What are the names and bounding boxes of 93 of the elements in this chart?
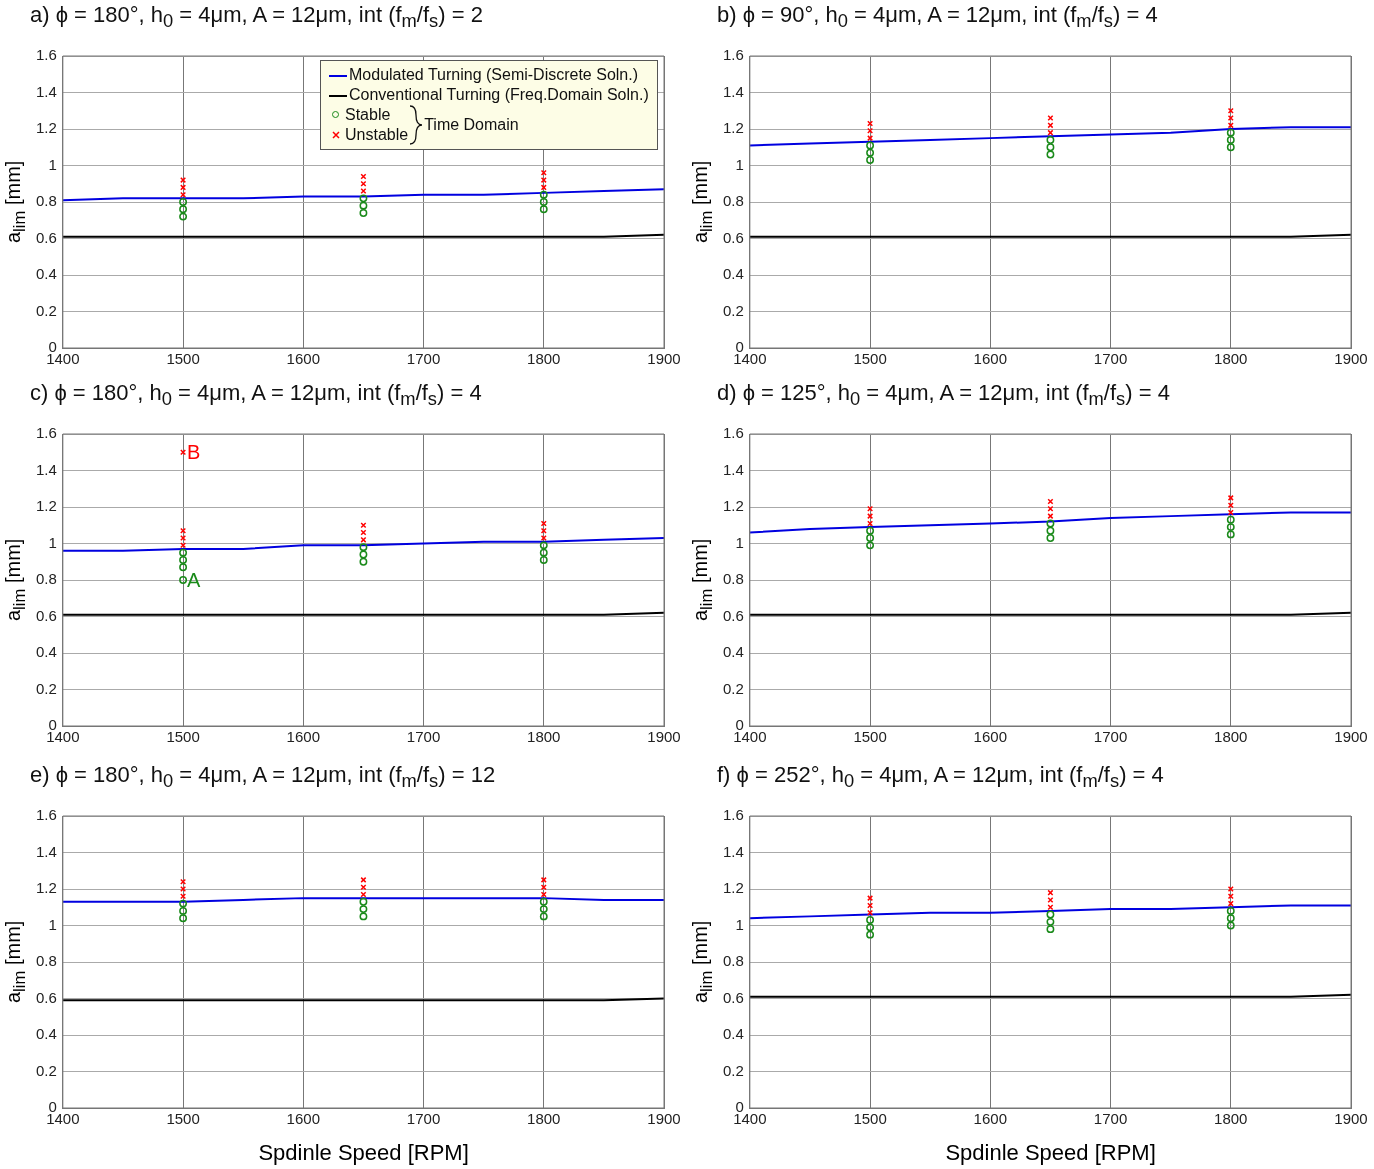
legend-label: Unstable xyxy=(345,126,409,144)
y-tick-label: 0.8 xyxy=(35,570,57,588)
x-tick-label: 1800 xyxy=(1214,1110,1248,1128)
y-tick-label: 1.6 xyxy=(35,46,57,64)
y-tick-label: 1.4 xyxy=(35,842,57,860)
y-tick-label: 1 xyxy=(735,155,744,173)
x-tick-label: 1900 xyxy=(1334,728,1368,746)
x-tick-label: 1600 xyxy=(973,350,1007,368)
annotation: B xyxy=(187,440,201,463)
y-tick-label: 0.6 xyxy=(35,988,57,1006)
y-tick-label: 1.4 xyxy=(35,460,57,478)
y-tick-label: 0.2 xyxy=(35,301,57,319)
annotation: A xyxy=(187,568,202,591)
y-tick-label: 1 xyxy=(48,915,57,933)
chart-title: d) ϕ = 125°, h$_{0}$ = 4μm, A = 12μm, int (f$_{m}$/f$_{s}$) = 4 xyxy=(717,380,1170,411)
y-tick-label: 0.4 xyxy=(35,265,57,283)
y-tick-label: 1.6 xyxy=(35,806,57,824)
y-tick-label: 0.8 xyxy=(722,952,744,970)
x-axis-title: Spdinle Speed [RPM] xyxy=(258,1140,469,1166)
x-tick-label: 1500 xyxy=(166,728,200,746)
y-tick-label: 0.6 xyxy=(722,988,744,1006)
y-tick-label: 0.8 xyxy=(35,952,57,970)
x-tick-label: 1700 xyxy=(1093,1110,1128,1128)
y-tick-label: 0.2 xyxy=(35,679,57,697)
x-axis-title: Spdinle Speed [RPM] xyxy=(945,1140,1156,1166)
x-tick-label: 1800 xyxy=(527,1110,561,1128)
x-tick-label: 1900 xyxy=(647,1110,681,1128)
y-tick-label: 0.2 xyxy=(722,301,744,319)
y-tick-label: 0.2 xyxy=(722,679,744,697)
y-tick-label: 0.4 xyxy=(722,643,744,661)
y-tick-label: 0.8 xyxy=(35,192,57,210)
y-tick-label: 1.4 xyxy=(722,460,744,478)
chart-title: c) ϕ = 180°, h$_{0}$ = 4μm, A = 12μm, int (f$_{m}$/f$_{s}$) = 4 xyxy=(30,380,482,411)
y-tick-label: 1.2 xyxy=(722,119,744,137)
x-tick-label: 1900 xyxy=(647,728,681,746)
y-tick-label: 1.6 xyxy=(35,424,57,442)
x-tick-label: 1900 xyxy=(647,350,681,368)
chart-title: e) ϕ = 180°, h$_{0}$ = 4μm, A = 12μm, int (f$_{m}$/f$_{s}$) = 12 xyxy=(30,762,496,793)
x-tick-label: 1500 xyxy=(166,350,200,368)
x-tick-label: 1600 xyxy=(286,728,320,746)
x-tick-label: 1700 xyxy=(1093,350,1128,368)
y-tick-label: 0.2 xyxy=(35,1061,57,1079)
x-tick-label: 1900 xyxy=(1334,1110,1368,1128)
y-tick-label: 1 xyxy=(48,533,57,551)
y-tick-label: 1 xyxy=(735,915,744,933)
x-tick-label: 1600 xyxy=(286,1110,320,1128)
y-tick-label: 0.2 xyxy=(722,1061,744,1079)
x-tick-label: 1800 xyxy=(527,728,561,746)
y-tick-label: 0.6 xyxy=(722,228,744,246)
legend-label: Conventional Turning (Freq.Domain Soln.) xyxy=(349,86,649,104)
x-tick-label: 1700 xyxy=(406,350,441,368)
y-tick-label: 0.6 xyxy=(35,228,57,246)
x-tick-label: 1500 xyxy=(166,1110,200,1128)
x-tick-label: 1700 xyxy=(406,1110,441,1128)
x-tick-label: 1700 xyxy=(1093,728,1128,746)
x-tick-label: 1500 xyxy=(853,728,887,746)
y-tick-label: 1.2 xyxy=(722,497,744,515)
x-tick-label: 1800 xyxy=(1214,350,1248,368)
y-tick-label: 1.2 xyxy=(35,497,57,515)
y-tick-label: 0.6 xyxy=(35,606,57,624)
chart-title: a) ϕ = 180°, h$_{0}$ = 4μm, A = 12μm, int (f$_{m}$/f$_{s}$) = 2 xyxy=(30,2,483,33)
y-tick-label: 1.2 xyxy=(35,119,57,137)
x-tick-label: 1600 xyxy=(973,728,1007,746)
x-tick-label: 1500 xyxy=(853,1110,887,1128)
x-tick-label: 1800 xyxy=(1214,728,1248,746)
y-tick-label: 1.4 xyxy=(722,842,744,860)
legend-label: Stable xyxy=(345,106,391,124)
y-tick-label: 1.2 xyxy=(722,879,744,897)
chart-title: f) ϕ = 252°, h$_{0}$ = 4μm, A = 12μm, int (f$_{m}$/f$_{s}$) = 4 xyxy=(717,762,1164,793)
y-tick-label: 0.4 xyxy=(722,265,744,283)
x-tick-label: 1900 xyxy=(1334,350,1368,368)
y-tick-label: 0.4 xyxy=(35,643,57,661)
y-tick-label: 0.4 xyxy=(35,1025,57,1043)
y-tick-label: 1 xyxy=(735,533,744,551)
y-tick-label: 0.6 xyxy=(722,606,744,624)
y-tick-label: 1.4 xyxy=(722,82,744,100)
x-tick-label: 1800 xyxy=(527,350,561,368)
y-tick-label: 1 xyxy=(48,155,57,173)
x-tick-label: 1600 xyxy=(286,350,320,368)
legend-label: Modulated Turning (Semi-Discrete Soln.) xyxy=(349,66,639,84)
x-tick-label: 1700 xyxy=(406,728,441,746)
y-tick-label: 1.2 xyxy=(35,879,57,897)
y-tick-label: 0.8 xyxy=(722,570,744,588)
y-tick-label: 1.6 xyxy=(722,806,744,824)
y-tick-label: 1.6 xyxy=(722,424,744,442)
y-tick-label: 0.4 xyxy=(722,1025,744,1043)
x-tick-label: 1500 xyxy=(853,350,887,368)
y-tick-label: 1.4 xyxy=(35,82,57,100)
legend-title: Time Domain xyxy=(424,116,519,134)
y-tick-label: 0.8 xyxy=(722,192,744,210)
x-tick-label: 1600 xyxy=(973,1110,1007,1128)
y-tick-label: 1.6 xyxy=(722,46,744,64)
chart-title: b) ϕ = 90°, h$_{0}$ = 4μm, A = 12μm, int (f$_{m}$/f$_{s}$) = 4 xyxy=(717,2,1158,33)
